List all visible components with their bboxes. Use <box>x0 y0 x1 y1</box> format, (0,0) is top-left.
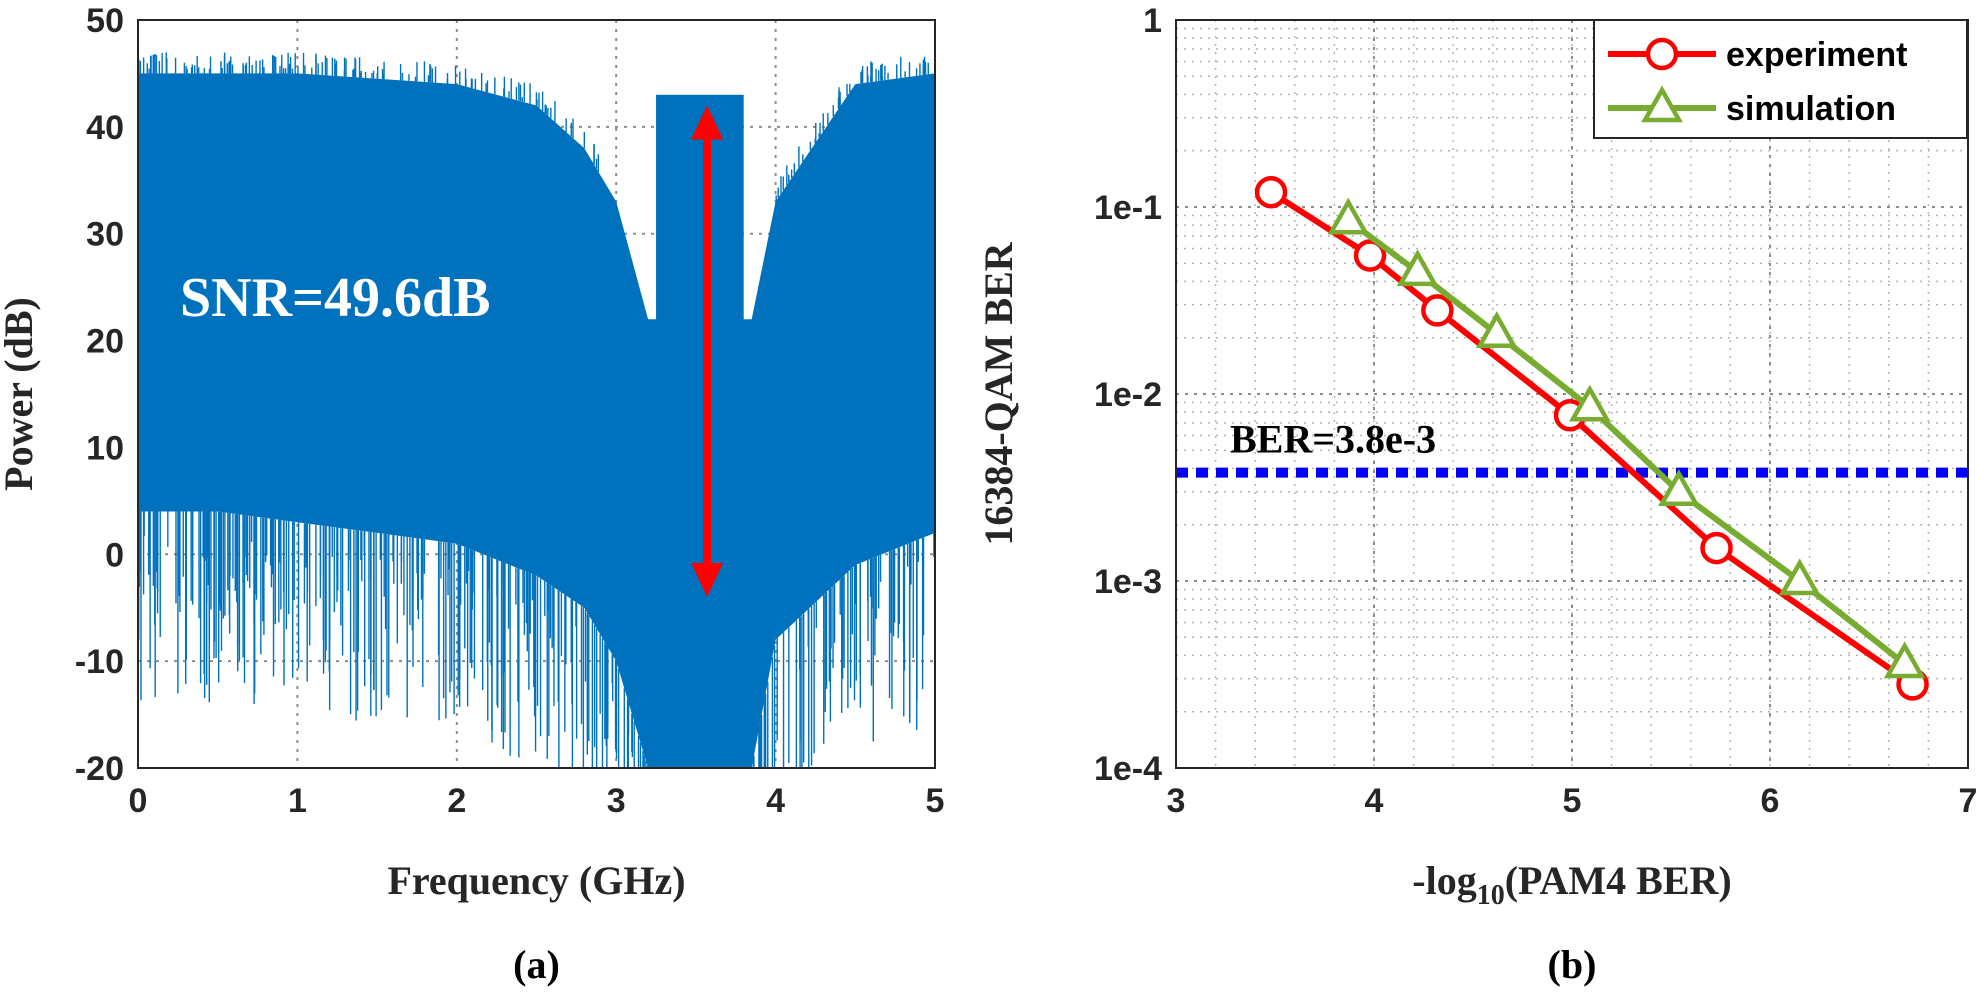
marker-experiment <box>1421 294 1454 327</box>
x-tick-label-a: 2 <box>447 782 466 820</box>
chart-a: SNR=49.6dB 0 1 2 3 4 5 -20 -10 0 10 20 30 40 50 Frequen… <box>0 2 944 987</box>
y-axis-label-b: 16384-QAM BER <box>976 241 1021 545</box>
y-tick-label-a: 10 <box>86 429 124 467</box>
y-tick-label-b: 1e-1 <box>1094 189 1162 227</box>
snr-annotation: SNR=49.6dB <box>180 267 490 329</box>
threshold-label: BER=3.8e-3 <box>1230 417 1436 462</box>
marker-simulation <box>1475 311 1518 348</box>
panel-label-a: (a) <box>513 942 560 987</box>
y-tick-label-a: 40 <box>86 109 124 147</box>
marker-simulation <box>1658 469 1700 507</box>
snr-arrow-head-bottom <box>691 563 724 598</box>
x-tick-label-b: 5 <box>1563 782 1582 820</box>
chart-b: BER=3.8e-3 experiment simulation 3 4 5 6 7 1e-4 1… <box>976 2 1977 987</box>
y-tick-label-a: -10 <box>75 643 124 681</box>
marker-simulation <box>1327 197 1370 235</box>
x-axis-label-a: Frequency (GHz) <box>387 858 685 903</box>
series-line-experiment <box>1269 189 1915 687</box>
legend-marker-simulation <box>1641 85 1683 123</box>
y-tick-label-b: 1e-2 <box>1094 376 1162 414</box>
y-tick-label-a: 30 <box>86 216 124 254</box>
x-tick-label-a: 5 <box>926 782 945 820</box>
y-tick-label-a: -20 <box>75 750 124 788</box>
marker-experiment <box>1353 239 1387 272</box>
marker-simulation <box>1778 558 1821 596</box>
y-tick-label-a: 0 <box>105 536 124 574</box>
x-tick-label-a: 4 <box>766 782 785 820</box>
x-tick-label-b: 3 <box>1167 782 1186 820</box>
y-tick-label-b: 1e-4 <box>1094 750 1162 788</box>
x-tick-label-b: 6 <box>1761 782 1780 820</box>
marker-simulation <box>1568 384 1611 422</box>
marker-experiment <box>1700 531 1733 565</box>
x-axis-label-b: -log10(PAM4 BER) <box>1412 858 1731 911</box>
x-tick-label-a: 1 <box>288 782 307 820</box>
y-tick-label-b: 1 <box>1143 2 1162 40</box>
legend-marker-experiment <box>1645 37 1679 71</box>
y-axis-label-a: Power (dB) <box>0 297 41 491</box>
marker-simulation <box>1396 249 1439 287</box>
axes-box-b <box>1175 19 1969 769</box>
x-tick-label-a: 0 <box>129 782 148 820</box>
marker-experiment <box>1254 175 1288 209</box>
marker-simulation <box>1883 641 1926 679</box>
notch-signal-band <box>656 94 744 769</box>
axes-box-a <box>137 19 936 769</box>
x-tick-label-b: 4 <box>1365 782 1384 820</box>
panel-label-b: (b) <box>1548 942 1597 987</box>
y-tick-label-b: 1e-3 <box>1094 563 1162 601</box>
y-tick-label-a: 50 <box>86 2 124 40</box>
x-tick-label-b: 7 <box>1959 782 1978 820</box>
legend-label-simulation: simulation <box>1726 90 1896 128</box>
legend-label-experiment: experiment <box>1726 36 1907 74</box>
snr-arrow-head-top <box>691 105 724 140</box>
y-tick-label-a: 20 <box>86 323 124 361</box>
x-tick-label-a: 3 <box>607 782 626 820</box>
